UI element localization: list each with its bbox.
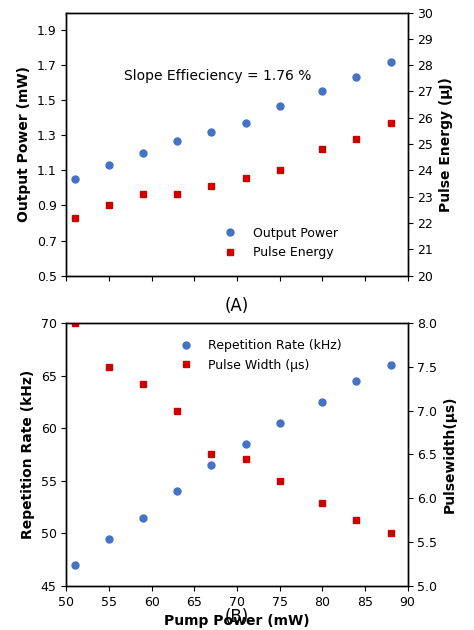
Repetition Rate (kHz) bbox=[209, 461, 214, 469]
Output Power bbox=[72, 175, 78, 183]
Pulse Energy bbox=[243, 175, 248, 182]
Repetition Rate (kHz) bbox=[354, 377, 359, 384]
Pulse Width (μs) bbox=[72, 319, 78, 327]
Y-axis label: Output Power (mW): Output Power (mW) bbox=[17, 66, 31, 222]
Y-axis label: Repetition Rate (kHz): Repetition Rate (kHz) bbox=[21, 370, 35, 539]
Line: Repetition Rate (kHz): Repetition Rate (kHz) bbox=[72, 362, 394, 568]
Pulse Width (μs) bbox=[319, 499, 325, 507]
Output Power bbox=[140, 149, 146, 157]
Pulse Energy bbox=[174, 190, 180, 198]
Pulse Width (μs) bbox=[174, 407, 180, 415]
Repetition Rate (kHz) bbox=[72, 561, 78, 569]
Repetition Rate (kHz) bbox=[277, 419, 283, 427]
Pulse Width (μs) bbox=[209, 450, 214, 458]
Repetition Rate (kHz) bbox=[106, 535, 112, 542]
Output Power bbox=[388, 58, 393, 66]
Repetition Rate (kHz) bbox=[243, 440, 248, 448]
Repetition Rate (kHz) bbox=[319, 398, 325, 406]
Y-axis label: Pulse Energy (μJ): Pulse Energy (μJ) bbox=[439, 77, 453, 212]
Pulse Width (μs) bbox=[354, 517, 359, 524]
Pulse Width (μs) bbox=[388, 530, 393, 537]
Line: Output Power: Output Power bbox=[72, 58, 394, 183]
Pulse Width (μs) bbox=[243, 455, 248, 462]
Pulse Energy bbox=[277, 166, 283, 174]
Output Power bbox=[277, 101, 283, 109]
Legend: Repetition Rate (kHz), Pulse Width (μs): Repetition Rate (kHz), Pulse Width (μs) bbox=[168, 335, 347, 377]
Output Power bbox=[319, 88, 325, 95]
Pulse Width (μs) bbox=[140, 381, 146, 388]
Repetition Rate (kHz) bbox=[388, 361, 393, 369]
Output Power bbox=[354, 74, 359, 81]
Output Power bbox=[243, 119, 248, 127]
Pulse Width (μs) bbox=[106, 363, 112, 370]
Repetition Rate (kHz) bbox=[140, 513, 146, 521]
Output Power bbox=[174, 137, 180, 144]
Output Power bbox=[106, 161, 112, 169]
Text: (B): (B) bbox=[225, 609, 249, 626]
Pulse Energy bbox=[72, 214, 78, 222]
Output Power bbox=[209, 128, 214, 135]
Pulse Width (μs) bbox=[277, 477, 283, 484]
Legend: Output Power, Pulse Energy: Output Power, Pulse Energy bbox=[213, 222, 343, 264]
Pulse Energy bbox=[388, 119, 393, 127]
Pulse Energy bbox=[319, 146, 325, 153]
Pulse Energy bbox=[140, 190, 146, 198]
Text: Slope Effieciency = 1.76 %: Slope Effieciency = 1.76 % bbox=[124, 69, 312, 83]
Line: Pulse Width (μs): Pulse Width (μs) bbox=[72, 319, 394, 537]
Pulse Energy bbox=[106, 201, 112, 209]
Text: (A): (A) bbox=[225, 297, 249, 314]
Repetition Rate (kHz) bbox=[174, 488, 180, 495]
Y-axis label: Pulsewidth(μs): Pulsewidth(μs) bbox=[443, 396, 457, 513]
X-axis label: Pump Power (mW): Pump Power (mW) bbox=[164, 614, 310, 628]
Pulse Energy bbox=[354, 135, 359, 142]
Pulse Energy bbox=[209, 183, 214, 190]
Line: Pulse Energy: Pulse Energy bbox=[72, 120, 394, 221]
